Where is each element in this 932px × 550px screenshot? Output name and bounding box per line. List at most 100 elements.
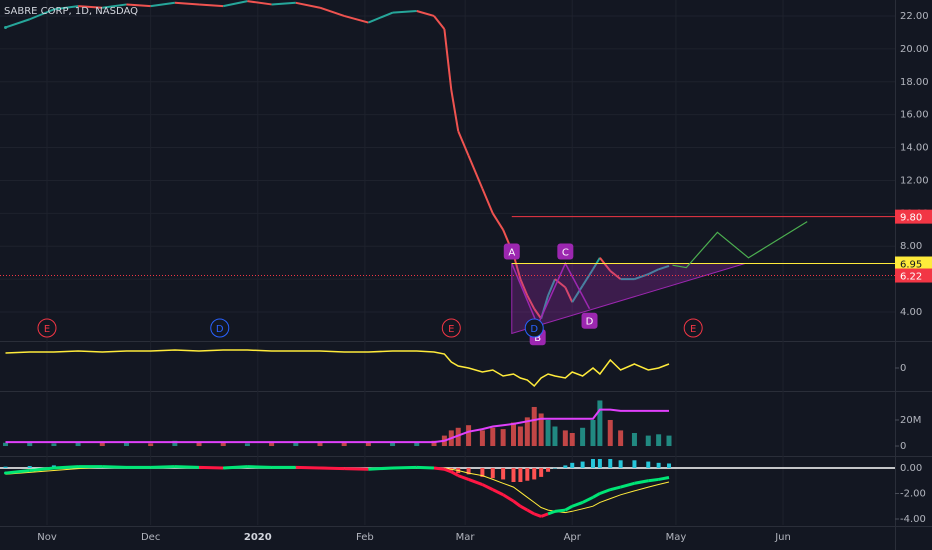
x-tick-label: May [666,532,687,543]
price-segment [533,308,542,320]
y-tick-label: 8.00 [900,241,922,252]
macd-segment [457,474,470,481]
price-segment [433,15,446,30]
event-label: E [44,324,50,335]
volume-bar [562,430,568,447]
volume-bar [244,443,250,447]
histogram-bar [552,467,557,469]
y-tick-label: 16.00 [900,110,929,121]
macd-segment [481,483,494,491]
level-label-box [895,256,932,271]
macd-segment [468,478,483,486]
macd-segment [609,485,621,492]
macd-segment [547,509,556,516]
price-segment [658,265,670,271]
histogram-bar [570,462,575,468]
price-segment [547,278,556,296]
volume-bar [220,442,226,447]
histogram-bar [27,466,32,468]
volume-bar [645,435,651,447]
volume-bar [631,433,637,447]
event-marker [524,318,544,338]
x-tick-label: Jun [774,532,791,543]
histogram-bar [546,467,551,472]
macd-segment [199,465,224,470]
volume-bar [390,442,396,447]
histogram-bar [656,462,661,468]
volume-bar [341,441,347,447]
pattern-label-box [557,243,574,260]
macd-segment [368,466,393,471]
y-tick-label: 14.00 [900,143,929,154]
macd-segment [150,465,175,469]
histogram-bar [490,467,495,479]
y-tick-label: 0 [900,363,906,374]
volume-bar [517,426,523,447]
pattern-label: C [562,248,569,259]
histogram-bar [525,467,530,481]
macd-segment [223,465,248,470]
price-segment [319,6,345,17]
x-tick-label: 2020 [244,532,272,543]
level-label: 6.22 [900,272,922,283]
volume-bar [479,430,485,447]
x-tick-label: Apr [564,532,582,543]
y-tick-label: 4.00 [900,307,922,318]
macd-segment [502,493,515,503]
y-tick-label: -4.00 [900,514,926,525]
price-segment [450,89,460,132]
volume-bar [455,427,461,447]
level-label: 9.80 [900,213,922,224]
event-marker [37,318,57,338]
price-segment [247,0,272,6]
macd-segment [512,499,522,508]
event-label: E [448,324,454,335]
event-marker [441,318,461,338]
histogram-bar [646,461,651,468]
volume-bar [75,442,81,447]
y-tick-label: 22.00 [900,11,929,22]
level-label-box [895,268,932,283]
volume-bar [490,427,496,447]
macd-segment [319,466,345,471]
macd-segment [519,504,529,512]
price-segment [599,257,612,272]
volume-bar [531,406,537,447]
macd-segment [648,477,659,483]
price-segment [564,286,574,303]
volume-bar [123,442,129,447]
histogram-bar [480,467,485,477]
histogram-bar [597,459,602,468]
volume-bar [27,442,33,447]
histogram-bar [539,467,544,477]
volume-bar [317,442,323,447]
price-segment [647,268,660,276]
macd-segment [620,481,635,489]
price-segment [198,3,224,8]
macd-segment [416,465,435,470]
price-segment [519,278,529,296]
pattern-label: B [534,333,541,344]
price-segment [554,278,566,289]
indicator-line [5,349,670,388]
volume-bar [148,443,154,447]
price-segment [443,29,453,91]
event-label: E [690,324,696,335]
price-segment [223,0,248,8]
volume-bar [545,419,551,447]
macd-segment [526,508,535,516]
volume-bar [511,422,517,447]
macd-segment [592,492,601,499]
macd-segment [554,508,566,513]
macd-segment [564,504,573,512]
macd-segment [174,465,200,469]
chart-title: SABRE CORP, 1D, NASDAQ [4,6,138,17]
macd-segment [540,512,549,518]
price-segment [571,285,584,303]
histogram-bar [618,460,623,468]
macd-segment [581,495,594,504]
volume-bar [500,429,506,447]
